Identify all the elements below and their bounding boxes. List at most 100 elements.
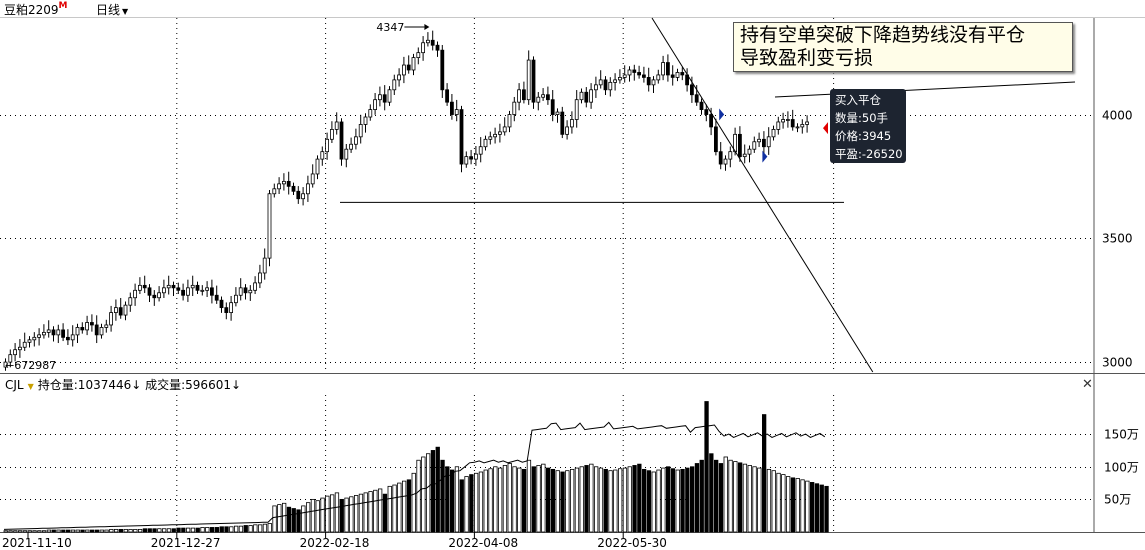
volume-bar (675, 469, 680, 533)
volume-bar (104, 529, 109, 533)
candle-body (315, 158, 320, 175)
volume-bar (488, 468, 493, 533)
volume-tick-label: 100万 (1104, 461, 1139, 475)
volume-bar (137, 528, 143, 533)
volume-bar (262, 523, 268, 533)
volume-bar (99, 529, 104, 533)
candle-body (267, 193, 272, 259)
volume-bar (810, 482, 815, 533)
candle-body (507, 114, 512, 128)
candle-body (454, 109, 459, 115)
close-icon[interactable]: ✕ (1082, 377, 1093, 392)
volume-bar (795, 478, 800, 533)
candle-body (214, 294, 219, 301)
volume-bar (281, 502, 287, 533)
volume-bar (666, 466, 671, 533)
volume-bar (46, 529, 52, 533)
volume-bar (142, 528, 148, 533)
volume-bar (90, 529, 95, 533)
candle-body (42, 331, 46, 336)
volume-bar (339, 498, 344, 533)
candle-body (742, 153, 747, 158)
volume-bar (157, 528, 162, 533)
volume-bar (233, 525, 239, 533)
volume-bar (526, 459, 532, 533)
volume-bar (752, 466, 757, 533)
high-price-arrow-head (424, 24, 430, 30)
candle-body (622, 74, 627, 78)
candle-body (589, 89, 593, 103)
candle-body (718, 151, 723, 165)
period-dropdown[interactable]: 日线 ▼ (96, 1, 128, 18)
candle-body (522, 89, 526, 101)
candle-body (632, 69, 637, 73)
candle-body (536, 96, 541, 103)
candle-body (675, 72, 680, 78)
candle-body (493, 133, 498, 138)
candle-body (80, 327, 85, 331)
candle-body (613, 79, 617, 83)
candle-body (704, 109, 709, 115)
candle-body (66, 336, 70, 341)
candle-body (229, 302, 234, 313)
volume-bar (550, 468, 556, 533)
candle-body (123, 304, 128, 316)
volume-bar (512, 466, 517, 533)
candle-body (286, 180, 291, 187)
candle-body (310, 173, 315, 185)
candle-body (666, 62, 670, 76)
volume-bar (195, 527, 200, 533)
candle-body (51, 329, 56, 336)
volume-bar (536, 465, 541, 533)
symbol-selector[interactable]: 豆粕2209M (4, 1, 68, 18)
volume-bar (85, 529, 90, 533)
volume-bar (642, 468, 647, 533)
candle-body (70, 334, 75, 341)
time-tick-label: 2021-11-10 (2, 536, 72, 550)
volume-bar (622, 467, 628, 533)
volume-bar (435, 446, 440, 533)
candle-body (469, 156, 474, 160)
volume-bar (546, 467, 551, 533)
candle-body (603, 79, 608, 91)
candle-body (574, 99, 579, 120)
volume-bar (776, 472, 781, 533)
volume-bar (459, 479, 464, 533)
candle-body (397, 74, 402, 81)
candle-body (512, 101, 517, 115)
volume-bar (377, 488, 383, 533)
indicator-name[interactable]: CJL (5, 378, 24, 392)
volume-bar (181, 527, 186, 533)
candle-body (46, 329, 51, 333)
candle-body (546, 94, 550, 101)
chevron-down-icon[interactable]: ▼ (27, 382, 34, 391)
volume-bar (224, 526, 229, 533)
volume-bar (320, 497, 325, 533)
candle-body (449, 101, 454, 115)
volume-bar (166, 528, 172, 533)
volume-bar (301, 505, 306, 533)
candle-body (795, 126, 800, 129)
volume-tick-label: 150万 (1104, 428, 1139, 442)
volume-bar (430, 450, 436, 533)
volume-bar (728, 459, 733, 533)
sell-marker-icon (762, 150, 768, 163)
volume-bar (690, 466, 695, 533)
candle-body (550, 99, 555, 115)
volume-bar (718, 463, 724, 533)
main-contract-badge: M (58, 1, 68, 11)
tooltip-action: 买入平仓 (835, 93, 881, 107)
volume-bar (94, 529, 100, 533)
candle-body (464, 156, 469, 165)
downtrend-line (651, 17, 874, 373)
chevron-down-icon: ▼ (122, 7, 129, 16)
volume-bar (147, 528, 152, 533)
volume-bar (469, 474, 474, 533)
candle-body (680, 72, 685, 76)
candle-body (56, 329, 61, 336)
candle-body (94, 324, 99, 336)
candle-body (584, 91, 589, 103)
candle-body (488, 136, 493, 140)
volume-bar (637, 463, 642, 533)
